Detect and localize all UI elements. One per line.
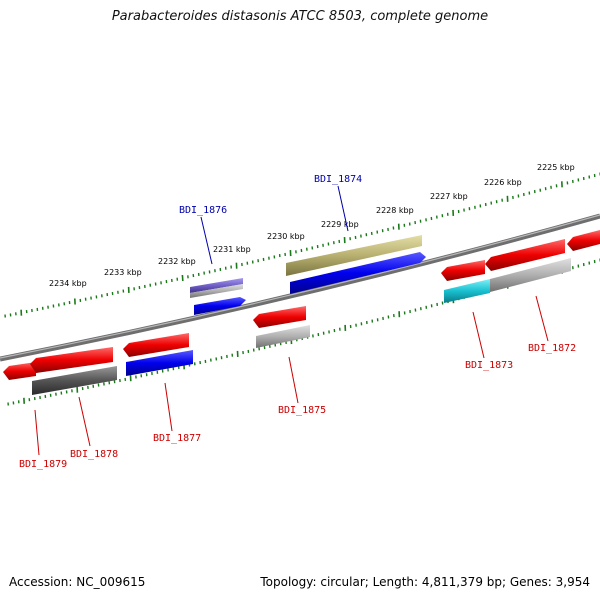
gene-red-left-edge[interactable] bbox=[3, 362, 36, 380]
gene-gray-bdi1875[interactable] bbox=[256, 325, 310, 348]
kbp-label: 2228 kbp bbox=[376, 206, 414, 215]
gene-red-bdi1877[interactable] bbox=[123, 333, 189, 357]
gene-purple-bdi1876[interactable] bbox=[190, 278, 243, 293]
kbp-label: 2230 kbp bbox=[267, 232, 305, 241]
outer-tick-ring bbox=[4, 172, 600, 318]
gene-label-bdi1877[interactable]: BDI_1877 bbox=[153, 433, 201, 444]
gene-blue-large[interactable] bbox=[290, 252, 426, 294]
gene-label-bdi1878[interactable]: BDI_1878 bbox=[70, 449, 118, 460]
reverse-genes bbox=[3, 230, 600, 395]
label-leader-lines bbox=[34, 185, 549, 456]
kbp-label: 2225 kbp bbox=[537, 163, 575, 172]
gene-red-bdi1879[interactable] bbox=[30, 347, 113, 373]
gene-cyan-bdi1873[interactable] bbox=[444, 279, 490, 303]
gene-label-bdi1872[interactable]: BDI_1872 bbox=[528, 343, 576, 354]
gene-label-bdi1874[interactable]: BDI_1874 bbox=[314, 174, 362, 185]
gene-olive-bdi1874[interactable] bbox=[286, 235, 422, 276]
forward-genes bbox=[190, 235, 426, 315]
gene-gray-bdi1872[interactable] bbox=[490, 258, 571, 292]
gene-dark-bdi1878[interactable] bbox=[32, 366, 117, 395]
gene-blue-forward[interactable] bbox=[194, 297, 246, 315]
gene-gray-forward[interactable] bbox=[190, 284, 243, 298]
genome-backbone-highlight bbox=[0, 214, 600, 359]
gene-label-bdi1876[interactable]: BDI_1876 bbox=[179, 205, 227, 216]
gene-red-bdi1873[interactable] bbox=[441, 260, 485, 281]
gene-label-bdi1875[interactable]: BDI_1875 bbox=[278, 405, 326, 416]
genome-summary-text: Topology: circular; Length: 4,811,379 bp… bbox=[260, 575, 590, 589]
gene-red-bdi1872[interactable] bbox=[485, 239, 565, 271]
kbp-labels: 2234 kbp 2233 kbp 2232 kbp 2231 kbp 2230… bbox=[49, 163, 575, 288]
kbp-label: 2229 kbp bbox=[321, 220, 359, 229]
kbp-label: 2227 kbp bbox=[430, 192, 468, 201]
gene-red-bdi1875[interactable] bbox=[253, 306, 306, 328]
kbp-label: 2233 kbp bbox=[104, 268, 142, 277]
map-title: Parabacteroides distasonis ATCC 8503, co… bbox=[111, 9, 489, 24]
genome-backbone bbox=[0, 213, 600, 362]
kbp-label: 2234 kbp bbox=[49, 279, 87, 288]
gene-red-right-edge[interactable] bbox=[567, 230, 600, 251]
accession-text: Accession: NC_009615 bbox=[9, 575, 146, 589]
gene-blue-bdi1877[interactable] bbox=[126, 350, 193, 376]
kbp-label: 2231 kbp bbox=[213, 245, 251, 254]
gene-label-bdi1873[interactable]: BDI_1873 bbox=[465, 360, 513, 371]
kbp-label: 2232 kbp bbox=[158, 257, 196, 266]
kbp-label: 2226 kbp bbox=[484, 178, 522, 187]
gene-label-bdi1879[interactable]: BDI_1879 bbox=[19, 459, 67, 470]
gene-labels: BDI_1876 BDI_1874 BDI_1879 BDI_1878 BDI_… bbox=[19, 174, 576, 470]
